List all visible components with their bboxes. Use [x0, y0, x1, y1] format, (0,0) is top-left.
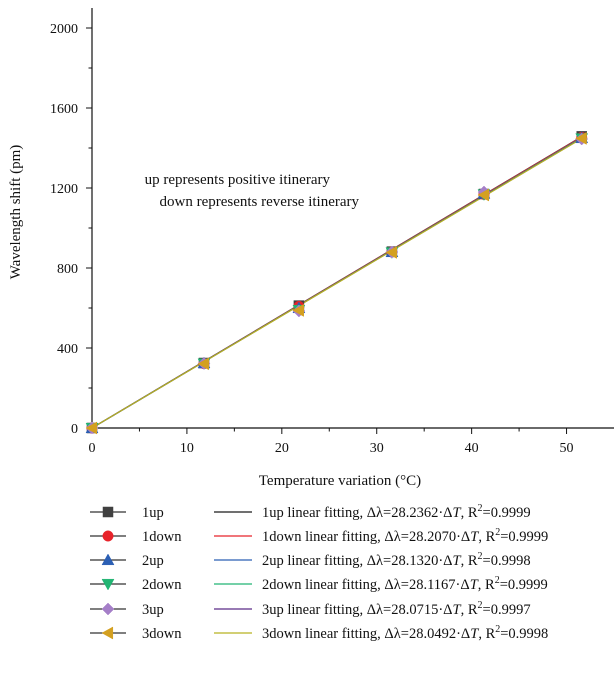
x-tick-label: 40	[465, 441, 479, 456]
x-axis-ticks: 0 10 20 30 40 50	[89, 428, 574, 456]
data-point	[102, 530, 114, 542]
data-point	[385, 245, 397, 259]
data-point	[102, 506, 114, 518]
data-point	[575, 131, 587, 145]
data-point	[101, 602, 115, 616]
x-tick-label: 50	[560, 441, 574, 456]
legend-fit-label: 2down linear fitting, Δλ=28.1167·ΔT, R2=…	[262, 575, 548, 593]
legend-series-label: 2up	[142, 553, 164, 569]
data-point	[197, 357, 210, 371]
data-point	[101, 578, 115, 591]
legend-fit-label: 2up linear fitting, Δλ=28.1320·ΔT, R2=0.…	[262, 551, 531, 569]
legend-fit-label: 3down linear fitting, Δλ=28.0492·ΔT, R2=…	[262, 624, 548, 642]
x-tick-label: 10	[180, 441, 194, 456]
y-tick-label: 2000	[50, 22, 78, 37]
x-axis-title: Temperature variation (°C)	[259, 473, 421, 489]
legend-series-label: 3up	[142, 602, 164, 618]
legend-fit-label: 1up linear fitting, Δλ=28.2362·ΔT, R2=0.…	[262, 503, 531, 521]
y-tick-label: 800	[57, 262, 78, 277]
legend-series-label: 3down	[142, 626, 182, 642]
x-tick-label: 0	[89, 441, 96, 456]
y-tick-label: 0	[71, 422, 78, 437]
legend-fit-label: 3up linear fitting, Δλ=28.0715·ΔT, R2=0.…	[262, 600, 531, 618]
annotation-line-1: up represents positive itinerary	[145, 172, 331, 188]
plot-axes	[91, 8, 614, 429]
fit-line	[91, 138, 583, 429]
legend-series-label: 2down	[142, 577, 182, 593]
y-tick-label: 1600	[50, 102, 78, 117]
data-point	[101, 626, 114, 640]
y-tick-label: 400	[57, 342, 78, 357]
fit-lines	[91, 136, 583, 429]
y-axis-title: Wavelength shift (pm)	[8, 145, 24, 280]
legend-fit-label: 1down linear fitting, Δλ=28.2070·ΔT, R2=…	[262, 527, 548, 545]
x-tick-label: 30	[370, 441, 384, 456]
legend-series-label: 1up	[142, 505, 164, 521]
legend-series-label: 1down	[142, 529, 182, 545]
data-point	[101, 553, 115, 566]
data-point	[292, 303, 304, 317]
legend: 1up 1down 2up 2down 3up 3down 1up linear fitti…	[90, 503, 548, 642]
data-markers	[85, 131, 589, 435]
annotation-line-2: down represents reverse itinerary	[160, 194, 360, 210]
data-point	[477, 188, 490, 202]
y-axis-ticks: 0 400 800 1200 1600 2000	[50, 22, 92, 437]
x-tick-label: 20	[275, 441, 289, 456]
data-point	[85, 421, 98, 435]
y-tick-label: 1200	[50, 182, 78, 197]
